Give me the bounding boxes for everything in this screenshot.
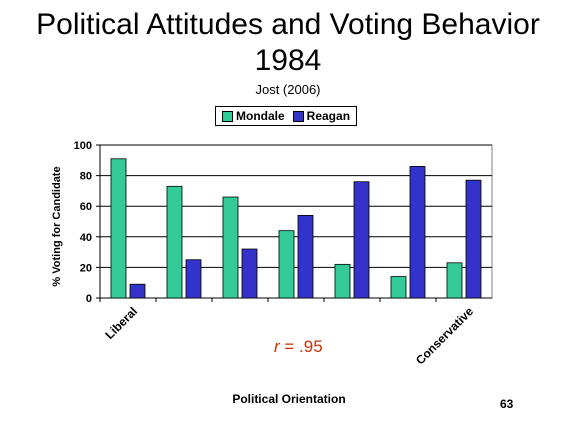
bar-reagan-3 — [241, 248, 258, 299]
y-tick-label: 80 — [80, 171, 92, 183]
bar-reagan-2 — [185, 259, 202, 299]
correlation-symbol: r — [274, 337, 281, 356]
y-tick-label: 60 — [80, 201, 92, 213]
bar-mondale-5 — [334, 263, 351, 299]
bar-reagan-7 — [465, 179, 482, 299]
bar-reagan-6 — [409, 166, 426, 299]
bar-mondale-2 — [166, 185, 183, 299]
bar-mondale-1 — [110, 158, 127, 299]
x-tick-label: Liberal — [102, 304, 140, 342]
chart-title-line1: Political Attitudes and Voting Behavior — [36, 8, 540, 41]
chart-title-line2: 1984 — [254, 44, 322, 77]
legend-swatch-reagan — [292, 110, 304, 122]
chart-subtitle: Jost (2006) — [255, 82, 321, 97]
legend-label-mondale: Mondale — [236, 109, 285, 123]
x-axis-label: Political Orientation — [232, 392, 345, 406]
chart-legend: Mondale Reagan — [215, 106, 358, 126]
correlation-value: = .95 — [280, 337, 323, 356]
x-tick-label: Conservative — [413, 304, 476, 367]
y-tick-label: 20 — [80, 262, 92, 274]
bar-mondale-6 — [390, 276, 407, 299]
y-tick-label: 0 — [86, 293, 92, 305]
legend-swatch-mondale — [222, 110, 233, 122]
bar-mondale-3 — [222, 196, 239, 299]
legend-item-mondale: Mondale — [222, 109, 285, 123]
bar-mondale-7 — [446, 262, 463, 299]
legend-label-reagan: Reagan — [306, 109, 351, 123]
correlation-annotation: r = .95 — [274, 337, 323, 356]
legend-item-reagan: Reagan — [292, 109, 351, 123]
plot-area — [99, 144, 493, 299]
y-tick-label: 100 — [74, 140, 92, 152]
slide-number: 63 — [500, 397, 514, 411]
bar-mondale-4 — [278, 230, 295, 299]
bar-reagan-5 — [353, 181, 370, 299]
y-axis-label: % Voting for Candidate — [51, 166, 63, 286]
bar-reagan-1 — [129, 283, 146, 299]
bar-reagan-4 — [297, 214, 314, 299]
y-tick-label: 40 — [80, 232, 92, 244]
